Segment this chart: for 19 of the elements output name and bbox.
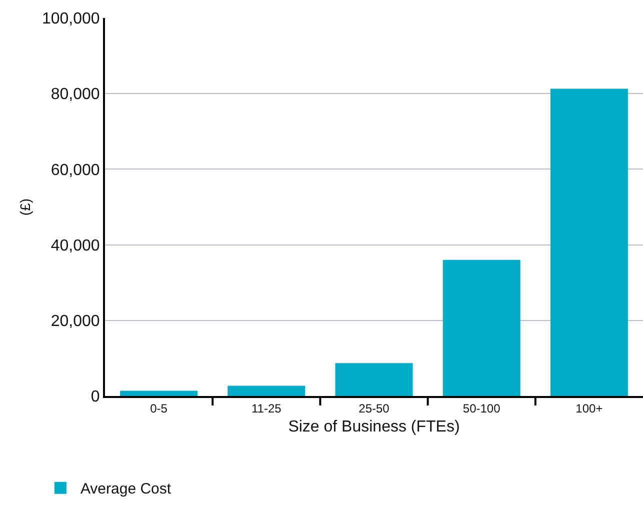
x-tick-label: 50-100: [462, 401, 501, 416]
x-tick-label: 25-50: [358, 401, 390, 416]
legend-label: Average Cost: [80, 480, 172, 498]
y-tick-label: 80,000: [50, 86, 100, 104]
bar: [442, 260, 520, 396]
y-tick-label: 20,000: [50, 313, 100, 330]
x-tick-label: 100+: [576, 401, 603, 416]
bar: [228, 386, 306, 396]
y-tick-label: 0: [90, 388, 100, 406]
bar: [335, 363, 413, 396]
y-axis-title: (£): [17, 198, 34, 216]
y-tick-label: 60,000: [50, 162, 100, 179]
y-tick-label: 100,000: [42, 10, 100, 28]
x-tick-label: 0-5: [150, 401, 168, 416]
x-axis-title: Size of Business (FTEs): [288, 418, 460, 436]
x-tick-label: 11-25: [251, 401, 282, 416]
bar: [120, 390, 198, 396]
bar: [550, 88, 628, 396]
y-tick-label: 40,000: [50, 237, 100, 254]
